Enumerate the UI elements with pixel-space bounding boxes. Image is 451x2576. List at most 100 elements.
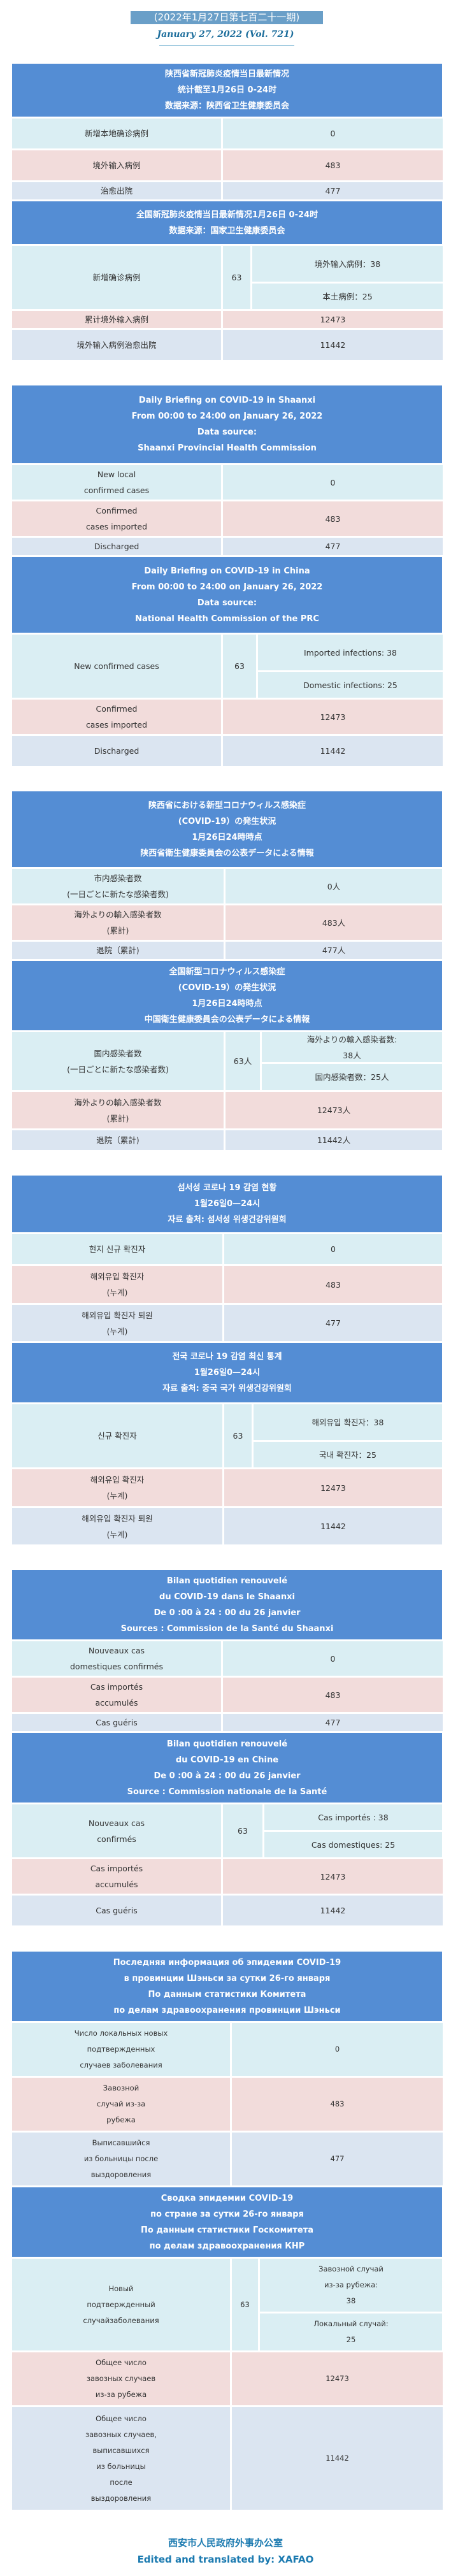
new-cases-label: 신규 확진자 (12, 1404, 222, 1467)
label-line: confirmed cases (83, 486, 150, 495)
label-line: (누계) (106, 1529, 128, 1539)
total-value: 63 (238, 1826, 248, 1836)
table-ko-nat: 전국 코로나 19 감염 최신 통계 1월26일0—24시 자료 출처: 중국 국가… (12, 1343, 442, 1546)
table-row: Число локальных новых подтвержденных случа… (12, 2023, 443, 2076)
value: 477 (325, 542, 341, 551)
label-line: 해외유입 확진자 (90, 1475, 145, 1485)
header-line: Data source: (197, 428, 257, 437)
header-line: Sources : Commission de la Santé du Shaa… (120, 1623, 334, 1634)
domestic-line: 국내 확진자：25 (319, 1450, 376, 1460)
row-label: Общее число завозных случаев, выписавшихся… (12, 2407, 230, 2510)
label-line: 国内感染者数 (94, 1048, 142, 1058)
value: 477 (326, 1318, 341, 1328)
new-cases-row: Nouveaux cas confirmés 63 Cas importés : 38… (12, 1804, 442, 1857)
header-line: по стране за сутки 26-го января (150, 2209, 304, 2219)
new-cases-total: 63 (223, 635, 256, 698)
table-row: Confirmed cases imported 12473 (12, 700, 443, 734)
domestic-cases: 국내 확진자：25 (254, 1442, 442, 1467)
table-row: Cas guéris 11442 (12, 1896, 443, 1925)
table-row: 海外よりの輸入感染者数 (累計) 483人 (12, 905, 442, 940)
row-value: 477 (223, 538, 443, 555)
header-line: (COVID-19）の発生状況 (178, 982, 276, 993)
table-row: Cas importés accumulés 12473 (12, 1859, 443, 1894)
value: 0 (330, 1653, 336, 1664)
header-line: 陕西省新冠肺炎疫情当日最新情况 (164, 69, 289, 79)
label-line: из больницы после (83, 2154, 159, 2163)
value: 0 (330, 477, 336, 487)
label-line: Общее число (96, 2414, 147, 2423)
label-line: Nouveaux cas (88, 1646, 145, 1655)
row-value: 0 (232, 2023, 443, 2076)
value: 477 (325, 1718, 341, 1727)
header-line: по делам здравоохранения провинции Шэньс… (113, 2005, 341, 2015)
table-header: Последняя информация об эпидемии COVID-1… (12, 1952, 442, 2021)
domestic-line: Локальный случай: (313, 2319, 389, 2328)
header-line: From 00:00 to 24:00 on January 26, 2022 (131, 412, 323, 421)
header-line: 全国新型コロナウィルス感染症 (169, 967, 285, 977)
row-label: Завозной случай из-за рубежа (12, 2078, 230, 2131)
footer-credit: Edited and translated by: XAFAO (137, 2554, 314, 2565)
row-value: 483 (223, 150, 443, 180)
header-line: 1월26일0—24시 (194, 1368, 261, 1378)
domestic-cases: 国内感染者数：25人 (262, 1064, 442, 1090)
label-line: 新增本地确诊病例 (84, 129, 148, 138)
imported-line: 38人 (343, 1050, 361, 1060)
new-cases-label: New confirmed cases (12, 635, 221, 698)
row-value: 11442 (223, 1896, 443, 1925)
header-line: 자료 출처: 중국 국가 위생건강위원회 (162, 1384, 292, 1393)
row-label: 境外输入病例 (12, 150, 221, 180)
row-value: 483 (232, 2078, 443, 2131)
header-line: Source : Commission nationale de la Sant… (127, 1787, 327, 1797)
domestic-cases: Локальный случай: 25 (260, 2313, 442, 2350)
table-row: 해외유입 확진자 퇴원 (누계) 477 (12, 1305, 442, 1341)
value: 477 (330, 2154, 345, 2163)
value: 12473 (326, 2374, 349, 2383)
new-cases-label: Nouveaux cas confirmés (12, 1804, 221, 1857)
table-row: Nouveaux cas domestiques confirmés 0 (12, 1641, 443, 1676)
label-line: случайзаболевания (83, 2315, 159, 2325)
row-label: 현지 신규 확진자 (12, 1234, 222, 1264)
value: 11442 (320, 746, 346, 756)
table-header: Bilan quotidien renouvelé du COVID-19 dan… (12, 1570, 442, 1639)
label-line: 海外よりの輸入感染者数 (74, 1097, 162, 1107)
imported-line: 海外よりの輸入感染者数: (306, 1034, 397, 1044)
header-line: du COVID-19 dans le Shaanxi (159, 1592, 295, 1602)
table-header: 陕西省新冠肺炎疫情当日最新情况 统计截至1月26日 0-24时 数据来源：陕西省卫生… (12, 64, 442, 117)
table-cn-nat: 全国新冠肺炎疫情当日最新情况1月26日 0-24时 数据来源：国家卫生健康委员会新… (12, 201, 443, 362)
new-cases-breakdown: Cas importés : 38 Cas domestiques: 25 (264, 1804, 442, 1857)
value: 11442 (320, 1906, 346, 1915)
new-cases-breakdown: 境外输入病例：38 本土病例：25 (252, 246, 443, 309)
header-line: 자료 출처: 섬서성 위생건강위원회 (168, 1215, 287, 1225)
title-divider (159, 45, 294, 46)
value: 483 (326, 1279, 341, 1290)
row-value: 11442 (224, 1508, 442, 1544)
row-label: 退院（累計) (12, 942, 224, 959)
imported-cases: 해외유입 확진자：38 (254, 1404, 442, 1440)
value: 12473 (320, 1483, 346, 1493)
imported-line: 境外输入病例：38 (314, 259, 381, 269)
label-line: Cas importés (90, 1682, 143, 1692)
label-line: 해외유입 확진자 퇴원 (82, 1513, 153, 1523)
table-fr-prov: Bilan quotidien renouvelé du COVID-19 dan… (12, 1570, 443, 1733)
row-value: 12473人 (226, 1092, 442, 1128)
table-row: 新增本地确诊病例 0 (12, 119, 443, 148)
table-row: 해외유입 확진자 퇴원 (누계) 11442 (12, 1508, 442, 1544)
row-label: Cas importés accumulés (12, 1859, 221, 1894)
label-line: 海外よりの輸入感染者数 (74, 910, 162, 919)
row-label: 退院（累計) (12, 1130, 224, 1150)
table-header: 섬서성 코로나 19 감염 현황 1월26일0—24시 자료 출처: 섬서성 위생건… (12, 1176, 442, 1232)
label-line: 境外输入病例 (92, 161, 141, 170)
header-line: По данным статистики Госкомитета (140, 2225, 313, 2235)
table-header: 全国新冠肺炎疫情当日最新情况1月26日 0-24时 数据来源：国家卫生健康委员会 (12, 201, 442, 244)
header-line: De 0 :00 à 24 : 00 du 26 janvier (154, 1771, 301, 1781)
label-line: Число локальных новых (74, 2029, 168, 2038)
total-value: 63 (233, 1431, 243, 1441)
table-row: New local confirmed cases 0 (12, 465, 443, 500)
label-line: рубежа (106, 2115, 136, 2124)
label-line: выздоровления (90, 2170, 152, 2179)
header-line: du COVID-19 en Chine (175, 1755, 279, 1765)
label-line: Новый (108, 2284, 134, 2293)
label-line: 해외유입 확진자 퇴원 (82, 1310, 153, 1320)
row-label: Cas importés accumulés (12, 1678, 221, 1712)
table-header: 陕西省における新型コロナウィルス感染症 (COVID-19）の発生状況 1月26日2… (12, 791, 442, 867)
